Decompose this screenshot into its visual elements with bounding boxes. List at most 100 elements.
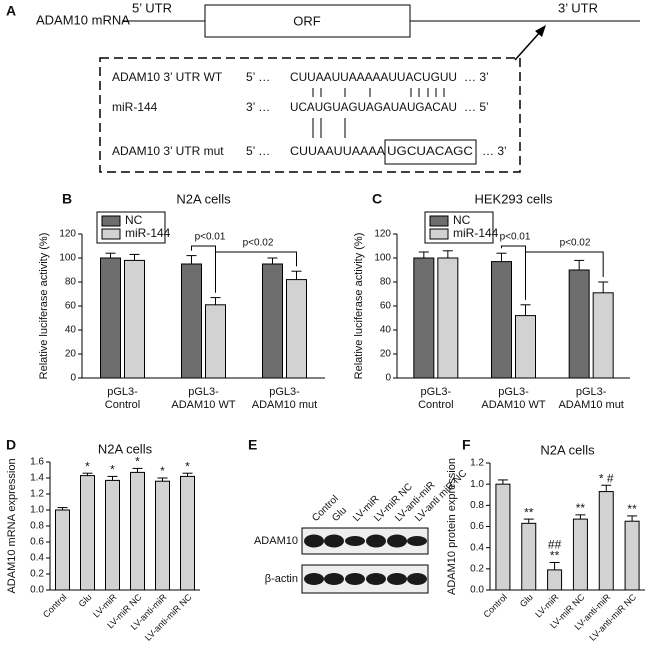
- chart-title: HEK293 cells: [474, 191, 553, 206]
- y-tick-label: 0.2: [30, 569, 44, 580]
- sequence: CUUAAUUAAAA: [290, 144, 385, 158]
- bar: [413, 257, 435, 379]
- bar: [598, 491, 614, 591]
- y-tick-label: 60: [65, 301, 77, 312]
- bar: [491, 261, 512, 379]
- y-tick-label: 40: [380, 325, 392, 336]
- panel-label: F: [462, 437, 471, 453]
- bar: [515, 315, 536, 379]
- y-tick-label: 1.2: [30, 489, 44, 500]
- chart-title: N2A cells: [540, 442, 595, 457]
- significance-bracket: [525, 251, 604, 300]
- y-tick-label: 1.0: [30, 505, 44, 516]
- bar: [100, 257, 121, 379]
- bar: [592, 292, 614, 379]
- significance-label: **: [524, 505, 534, 519]
- x-tick-label: pGL3-: [576, 386, 607, 398]
- y-tick-label: 1.0: [470, 479, 484, 490]
- bar: [568, 269, 590, 379]
- bar: [80, 475, 95, 591]
- significance-label: *: [110, 463, 115, 477]
- band: [324, 573, 344, 585]
- x-tick-label: LV-anti-miR NC: [587, 592, 638, 643]
- legend-swatch: [101, 228, 121, 240]
- y-tick-label: 0.8: [30, 521, 44, 532]
- y-tick-label: 20: [380, 349, 392, 360]
- detail-box: [99, 57, 521, 173]
- seq-right: … 3’: [464, 70, 489, 84]
- gene-label: ADAM10 mRNA: [36, 12, 130, 27]
- bar: [180, 475, 195, 591]
- seq-left: 3’ …: [246, 100, 270, 114]
- seq-right: … 3’: [482, 144, 507, 158]
- band: [324, 534, 344, 548]
- y-tick-label: 120: [374, 229, 391, 240]
- base-pairs: [312, 88, 445, 138]
- utr3-label: 3’ UTR: [558, 0, 598, 15]
- seq-left: 5’ …: [246, 144, 270, 158]
- y-tick-label: 0: [385, 373, 391, 384]
- bar: [55, 509, 70, 591]
- y-tick-label: 1.6: [30, 457, 44, 468]
- y-axis-label: ADAM10 mRNA expression: [6, 458, 18, 593]
- legend-swatch: [429, 215, 449, 227]
- significance-label: *: [185, 459, 190, 473]
- sequence-mutated: UGCUACAGC: [387, 144, 473, 158]
- legend-swatch: [101, 215, 121, 227]
- legend-label: NC: [453, 213, 471, 227]
- band: [387, 534, 407, 548]
- y-tick-label: 0.4: [470, 542, 484, 553]
- y-tick-label: 20: [65, 349, 77, 360]
- bar: [521, 522, 537, 591]
- y-tick-label: 40: [65, 325, 77, 336]
- band: [304, 573, 324, 585]
- bar: [181, 263, 202, 379]
- y-tick-label: 100: [59, 253, 76, 264]
- orf-label: ORF: [293, 13, 321, 28]
- band: [407, 536, 427, 546]
- y-tick-label: 0.0: [470, 585, 484, 596]
- arrow-head: [535, 25, 546, 37]
- significance-label: **: [550, 549, 560, 563]
- x-tick-label: Control: [105, 399, 140, 411]
- band: [387, 573, 407, 585]
- x-tick-label: Glu: [77, 592, 94, 609]
- y-tick-label: 0.2: [470, 563, 484, 574]
- y-tick-label: 120: [59, 229, 76, 240]
- bar: [495, 483, 511, 591]
- y-tick-label: 0.6: [30, 537, 44, 548]
- significance-label: **: [627, 502, 637, 516]
- legend-label: miR-144: [453, 226, 499, 240]
- x-tick-label: ADAM10 WT: [171, 399, 235, 411]
- y-tick-label: 100: [374, 253, 391, 264]
- band: [407, 573, 427, 585]
- x-tick-label: pGL3-: [498, 386, 529, 398]
- chart-title: N2A cells: [98, 441, 153, 456]
- seq-left: 5’ …: [246, 70, 270, 84]
- panel-label: C: [372, 191, 382, 207]
- seq-right: … 5’: [464, 100, 489, 114]
- orf-box: [204, 4, 411, 38]
- x-tick-label: ADAM10 mut: [252, 399, 317, 411]
- chart-title: N2A cells: [176, 191, 231, 206]
- bar: [105, 479, 120, 591]
- x-tick-label: Control: [418, 399, 453, 411]
- y-tick-label: 0: [70, 373, 76, 384]
- band: [345, 573, 365, 585]
- panel-label: B: [62, 191, 72, 207]
- bar: [205, 304, 226, 379]
- x-tick-label: ADAM10 mut: [558, 399, 623, 411]
- x-tick-label: Control: [41, 592, 69, 620]
- significance-label: ##: [548, 538, 562, 552]
- annotation: p<0.01: [500, 232, 531, 243]
- annotation: p<0.02: [560, 238, 591, 249]
- bar: [130, 471, 145, 591]
- y-axis-label: Relative luciferase activity (%): [353, 233, 365, 380]
- bar: [262, 263, 283, 379]
- bar: [437, 257, 459, 379]
- row-label: miR-144: [112, 100, 158, 114]
- y-axis-label: ADAM10 protein expression: [446, 458, 458, 595]
- significance-bracket: [215, 251, 297, 293]
- panel-label: E: [248, 437, 257, 453]
